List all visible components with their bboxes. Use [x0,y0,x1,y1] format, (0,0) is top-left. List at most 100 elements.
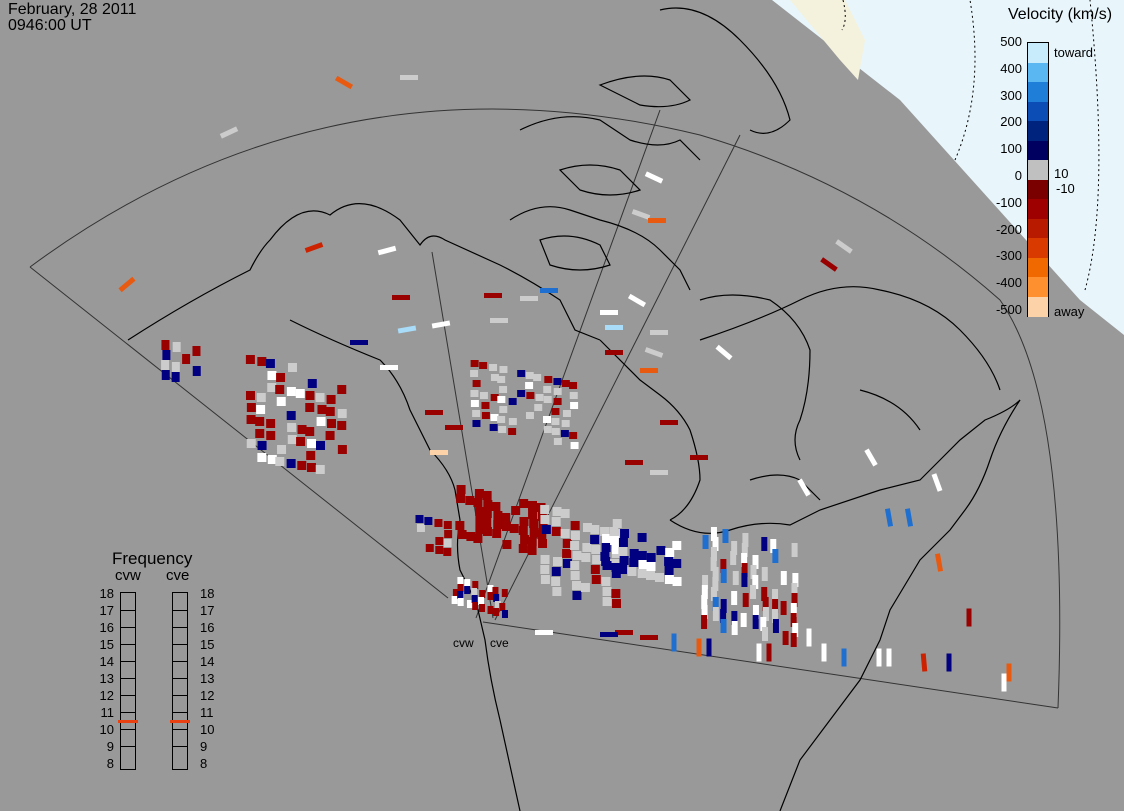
freq-label-left: 8 [106,756,114,771]
velocity-cell [326,395,336,404]
velocity-cell [499,366,508,373]
velocity-cell [538,539,548,548]
velocity-cell [672,577,682,586]
velocity-cell [494,601,501,609]
velocity-cell [920,653,928,672]
velocity-cell [444,530,453,538]
velocity-cell [600,632,618,637]
velocity-cell [710,587,717,601]
velocity-cell [392,295,410,300]
velocity-cell [511,506,521,515]
velocity-cell [508,428,517,435]
velocity-cell [650,330,668,335]
velocity-cell [560,509,570,518]
velocity-cell [618,565,628,574]
velocity-cell [644,347,664,358]
velocity-cell [602,561,612,570]
velocity-cell [466,600,473,608]
velocity-cell [537,530,547,539]
velocity-cell [741,543,748,557]
velocity-cell [552,507,562,516]
threshold-label-pos: 10 [1054,166,1069,181]
velocity-cell [612,519,622,528]
velocity-cell [246,415,256,424]
velocity-cell [762,627,769,641]
velocity-cell [499,386,508,393]
velocity-cell [161,340,170,350]
velocity-cell [756,643,762,662]
velocity-cell [772,619,779,633]
velocity-cell [552,557,562,566]
velocity-cell [435,537,444,545]
velocity-cell [551,517,561,526]
velocity-cell [590,535,600,544]
velocity-cell [791,543,798,557]
velocity-cell [397,325,417,334]
freq-label-right: 18 [200,586,215,601]
velocity-cell [493,594,500,602]
velocity-cell [706,638,712,657]
velocity-cell [171,362,180,372]
radar-label-cvw: cvw [115,567,141,584]
velocity-cell [286,411,296,420]
frequency-gauge-gridline [121,610,135,611]
velocity-cell [612,599,622,608]
velocity-cell [625,460,643,465]
velocity-cell [255,429,265,438]
velocity-cell [582,523,592,532]
velocity-cell [508,418,517,425]
frequency-gauge-gridline [121,746,135,747]
site-label-cvw: cvw [453,636,474,650]
velocity-cell [245,355,255,364]
time-label: 0946:00 UT [8,17,92,34]
velocity-cell [741,563,748,577]
velocity-cell [470,400,479,407]
velocity-cell [380,365,398,370]
velocity-cell [722,529,729,543]
velocity-cell [430,450,448,455]
velocity-cell [528,510,538,519]
velocity-cell [482,518,492,527]
velocity-cell [771,609,778,623]
velocity-cell [640,635,658,640]
velocity-cell [701,605,708,619]
velocity-cell [443,521,452,529]
velocity-cell [629,558,639,567]
velocity-cell [671,633,677,652]
velocity-tick: -400 [995,275,1022,291]
velocity-cell [257,357,267,366]
frequency-gauge-gridline [121,712,135,713]
velocity-cell [192,366,201,376]
velocity-cell [712,597,719,611]
velocity-cell [864,448,878,467]
velocity-cell [791,583,798,597]
velocity-cell [591,575,601,584]
velocity-cell [561,420,570,427]
velocity-cell [501,610,508,618]
velocity-cell [306,463,316,472]
velocity-cell [481,412,490,419]
velocity-cell [475,507,485,516]
velocity-cell [182,354,191,364]
velocity-cell [466,532,476,541]
velocity-cell [455,521,465,530]
velocity-cell [519,499,529,508]
colorbar-segment [1028,277,1048,297]
frequency-gauge-gridline [121,678,135,679]
velocity-cell [790,613,797,627]
velocity-cell [490,374,499,381]
frequency-gauge-gridline [173,610,187,611]
frequency-gauge-gridline [173,644,187,645]
velocity-cell [710,557,717,571]
velocity-cell [600,527,610,536]
velocity-tick: -300 [995,248,1022,264]
velocity-cell [527,546,537,555]
colorbar-segment [1028,82,1048,102]
colorbar-segment [1028,179,1048,200]
velocity-cell [656,546,666,555]
velocity-cell [720,599,727,613]
field-of-view [29,108,1061,709]
velocity-cell [295,389,305,398]
velocity-cell [472,380,481,387]
